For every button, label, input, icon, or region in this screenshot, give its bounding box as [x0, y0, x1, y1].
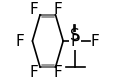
Text: F: F	[29, 2, 38, 17]
Text: F: F	[53, 65, 61, 80]
Text: F: F	[53, 2, 61, 17]
Text: P: P	[70, 34, 79, 48]
Text: S: S	[70, 28, 79, 43]
Text: F: F	[16, 34, 24, 48]
Text: F: F	[29, 65, 38, 80]
Text: F: F	[90, 34, 98, 48]
